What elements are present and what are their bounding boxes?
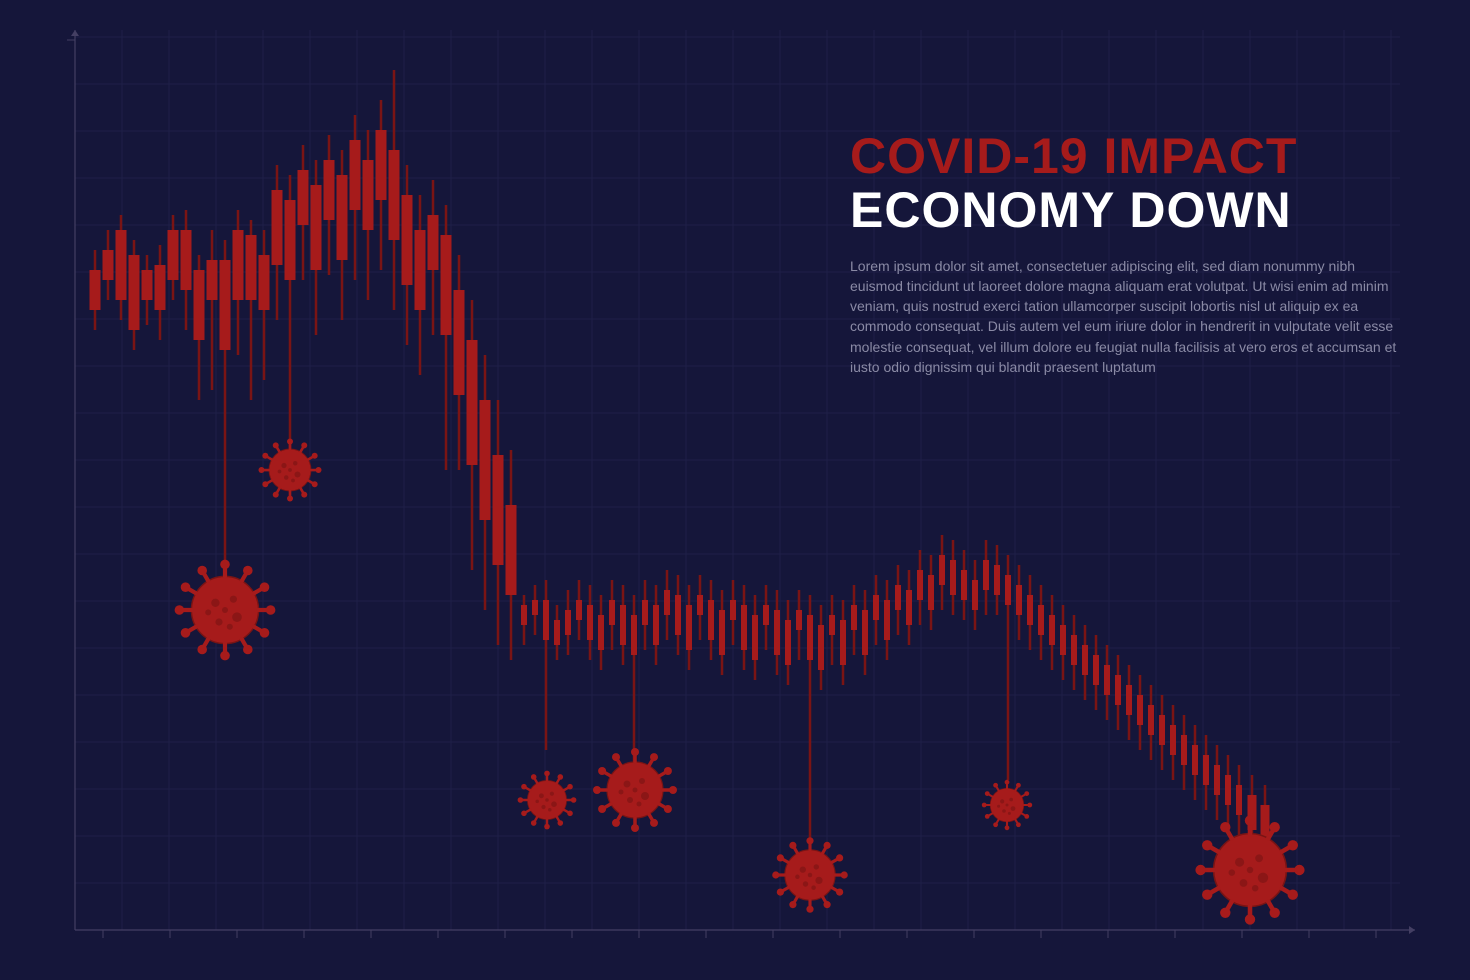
title-line1: COVID-19 IMPACT bbox=[850, 130, 1410, 183]
title-line2: ECONOMY DOWN bbox=[850, 183, 1410, 238]
headline-block: COVID-19 IMPACT ECONOMY DOWN Lorem ipsum… bbox=[850, 130, 1410, 377]
body-text: Lorem ipsum dolor sit amet, consectetuer… bbox=[850, 256, 1410, 378]
